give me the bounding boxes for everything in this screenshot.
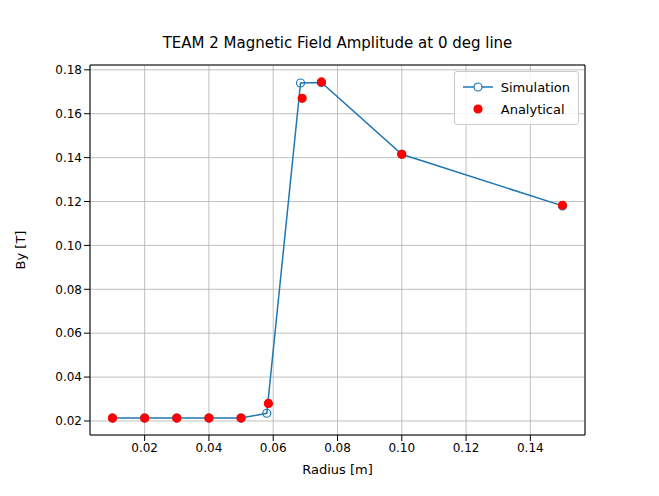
svg-text:0.16: 0.16: [55, 107, 82, 121]
svg-text:0.04: 0.04: [55, 370, 82, 384]
svg-text:0.12: 0.12: [55, 195, 82, 209]
html-text:Analytical: Analytical: [500, 101, 565, 117]
html-text:TEAM 2 Magnetic Field Amplitud: TEAM 2 Magnetic Field Amplitude at 0 deg…: [162, 34, 513, 52]
svg-text:0.06: 0.06: [55, 326, 82, 340]
svg-text:0.08: 0.08: [324, 441, 351, 455]
html-text:Simulation: Simulation: [500, 79, 570, 95]
svg-text:0.18: 0.18: [55, 63, 82, 77]
svg-text:0.02: 0.02: [131, 441, 158, 455]
svg-text:0.14: 0.14: [55, 151, 82, 165]
svg-text:By [T]: By [T]: [13, 231, 28, 270]
svg-text:0.10: 0.10: [388, 441, 415, 455]
svg-text:0.02: 0.02: [55, 414, 82, 428]
svg-text:0.14: 0.14: [517, 441, 544, 455]
svg-text:Radius [m]: Radius [m]: [302, 462, 373, 477]
svg-text:0.08: 0.08: [55, 283, 82, 297]
svg-text:0.12: 0.12: [453, 441, 480, 455]
svg-text:0.10: 0.10: [55, 239, 82, 253]
svg-text:0.06: 0.06: [260, 441, 287, 455]
svg-text:0.04: 0.04: [196, 441, 223, 455]
